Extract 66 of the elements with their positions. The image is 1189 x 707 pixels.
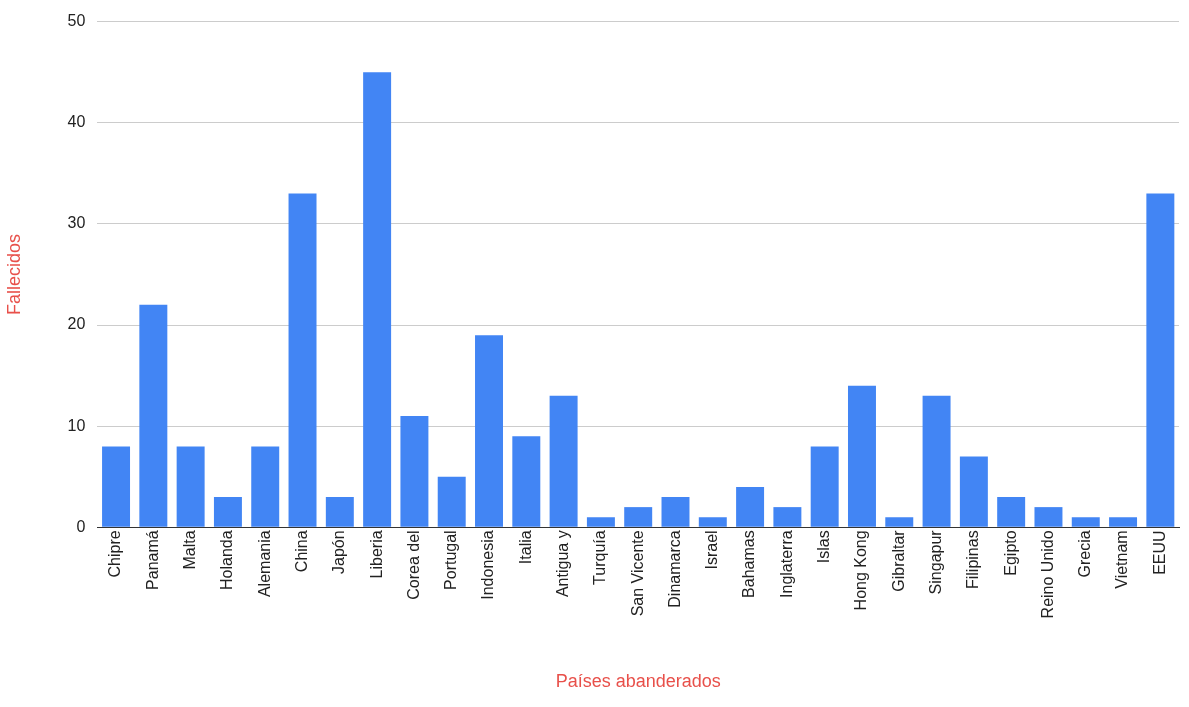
x-tick-label: Malta <box>181 530 199 570</box>
y-tick-label: 20 <box>67 315 86 333</box>
x-tick-label: Dinamarca <box>665 530 683 608</box>
bar <box>549 395 578 527</box>
bar <box>922 395 951 527</box>
x-tick-label: Italia <box>516 530 534 565</box>
x-tick-label: Portugal <box>442 530 460 590</box>
x-tick-label: San Vicente <box>628 530 646 617</box>
bar <box>251 446 280 527</box>
x-tick-label: Gibraltar <box>889 529 907 592</box>
x-tick-label: Chipre <box>106 530 124 578</box>
bar <box>997 497 1026 527</box>
bar <box>213 497 242 527</box>
bar <box>1034 507 1063 527</box>
y-tick-label: 10 <box>67 416 86 434</box>
x-tick-label: Japón <box>330 530 348 574</box>
x-tick-label: Reino Unido <box>1038 530 1056 619</box>
x-tick-label: Liberia <box>367 530 385 579</box>
bar <box>139 304 168 527</box>
x-tick-label: Israel <box>703 530 721 570</box>
x-tick-label: Corea del <box>404 530 422 600</box>
x-tick-label: Vietnam <box>1113 530 1131 589</box>
bar <box>176 446 205 527</box>
x-tick-label: Hong Kong <box>852 530 870 611</box>
bar <box>437 476 466 527</box>
bar <box>959 456 988 527</box>
bar <box>810 446 839 527</box>
x-tick-label: Islas <box>815 530 833 564</box>
bar <box>698 517 727 527</box>
x-axis-title: Países abanderados <box>555 671 721 692</box>
x-tick-label: China <box>292 530 310 573</box>
bar <box>847 385 876 527</box>
bar <box>512 436 541 527</box>
bar <box>773 507 802 527</box>
bar <box>363 72 392 527</box>
x-tick-label: Filipinas <box>964 530 982 590</box>
bar <box>661 497 690 527</box>
bar <box>1109 517 1138 527</box>
x-tick-label: Indonesia <box>479 530 497 600</box>
bar <box>1146 193 1175 527</box>
bar <box>288 193 317 527</box>
bar <box>102 446 131 527</box>
x-tick-label: EEUU <box>1150 530 1168 575</box>
x-tick-label: Egipto <box>1001 530 1019 576</box>
bar <box>475 335 503 527</box>
x-tick-label: Panamá <box>143 530 161 590</box>
bar <box>736 486 765 527</box>
bar <box>624 507 653 527</box>
x-tick-label: Inglaterra <box>777 530 795 598</box>
y-axis-title: Fallecidos <box>3 233 24 315</box>
y-tick-label: 30 <box>67 214 86 232</box>
x-tick-label: Antigua y <box>554 530 572 598</box>
bar <box>586 517 615 527</box>
x-tick-label: Singapur <box>926 529 944 595</box>
x-tick-label: Holanda <box>218 530 236 590</box>
y-tick-label: 40 <box>67 113 86 131</box>
x-tick-label: Bahamas <box>740 530 758 598</box>
bar <box>1071 517 1100 527</box>
bar <box>325 497 354 527</box>
x-tick-label: Grecia <box>1076 530 1094 578</box>
y-tick-label: 0 <box>76 517 86 535</box>
x-tick-label: Turquía <box>591 530 609 585</box>
bar <box>885 517 914 527</box>
x-tick-label: Alemania <box>255 530 273 598</box>
bar <box>400 416 429 527</box>
y-tick-label: 50 <box>67 12 86 30</box>
